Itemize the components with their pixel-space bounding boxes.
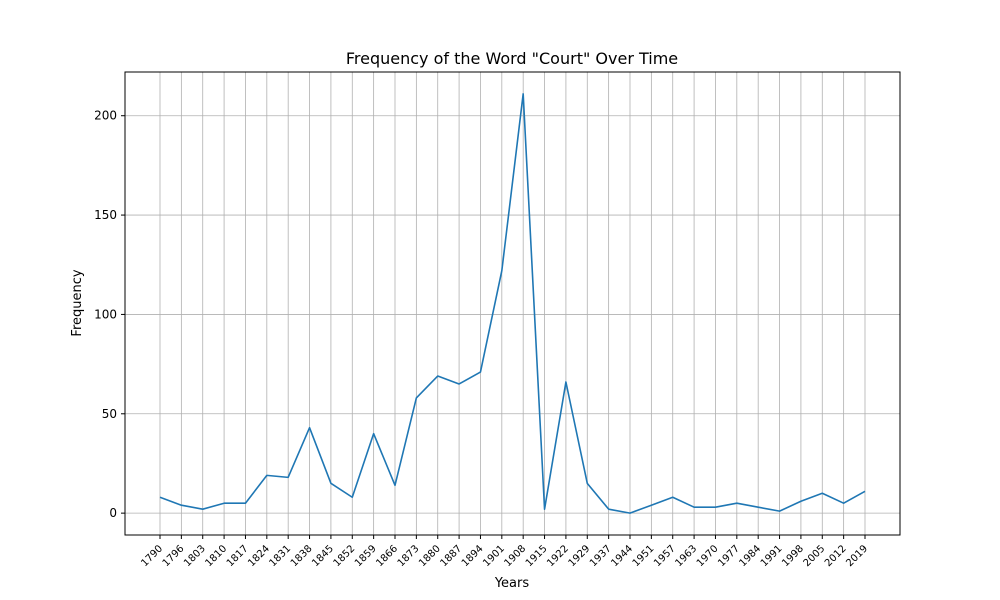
x-tick-label: 1937 xyxy=(588,543,614,569)
x-tick-label: 1944 xyxy=(609,543,635,569)
x-tick-label: 1951 xyxy=(631,543,657,569)
x-tick-label: 1894 xyxy=(460,543,486,569)
series-layer xyxy=(159,93,866,514)
x-axis-label: Years xyxy=(494,576,530,591)
x-tick-label: 1831 xyxy=(268,543,294,569)
x-tick-label: 1998 xyxy=(780,543,806,569)
x-tick-label: 1852 xyxy=(332,543,358,569)
x-tick-label: 1866 xyxy=(374,543,400,569)
x-tick-label: 1984 xyxy=(738,543,764,569)
x-tick-label: 1901 xyxy=(481,543,507,569)
x-tick-label: 1859 xyxy=(353,543,379,569)
x-tick-label: 1873 xyxy=(396,543,422,569)
x-tick-label: 1803 xyxy=(182,543,208,569)
x-tick-label: 1977 xyxy=(716,543,742,569)
x-tick-label: 1908 xyxy=(503,543,529,569)
y-tick-label: 200 xyxy=(94,109,117,123)
y-tick-label: 0 xyxy=(109,506,117,520)
x-tick-label: 2012 xyxy=(823,543,849,569)
x-tick-label: 1838 xyxy=(289,543,315,569)
x-tick-label: 1922 xyxy=(545,543,571,569)
y-tick-label: 100 xyxy=(94,307,117,321)
x-tick-label: 1957 xyxy=(652,543,678,569)
x-tick-label: 1929 xyxy=(567,543,593,569)
plot-frame xyxy=(124,71,901,536)
x-tick-label: 1824 xyxy=(246,543,272,569)
x-tick-label: 1796 xyxy=(161,543,187,569)
y-axis: 0 50 100 150 200 xyxy=(94,109,125,520)
x-tick-label: 1817 xyxy=(225,543,251,569)
grid xyxy=(125,72,900,535)
x-tick-label: 2019 xyxy=(844,543,870,569)
y-tick-label: 150 xyxy=(94,208,117,222)
x-tick-label: 1880 xyxy=(417,543,443,569)
y-axis-label: Frequency xyxy=(70,269,85,336)
x-tick-label: 1991 xyxy=(759,543,785,569)
x-tick-label: 1790 xyxy=(139,543,165,569)
x-tick-label: 1915 xyxy=(524,543,550,569)
x-tick-label: 1887 xyxy=(438,543,464,569)
x-axis: 1790179618031810181718241831183818451852… xyxy=(139,535,870,569)
x-tick-label: 1963 xyxy=(673,543,699,569)
x-tick-label: 1810 xyxy=(203,543,229,569)
y-tick-label: 50 xyxy=(102,407,117,421)
chart-title: Frequency of the Word "Court" Over Time xyxy=(346,49,678,68)
x-tick-label: 2005 xyxy=(802,543,828,569)
x-tick-label: 1845 xyxy=(310,543,336,569)
series-line xyxy=(159,93,866,514)
x-tick-label: 1970 xyxy=(695,543,721,569)
